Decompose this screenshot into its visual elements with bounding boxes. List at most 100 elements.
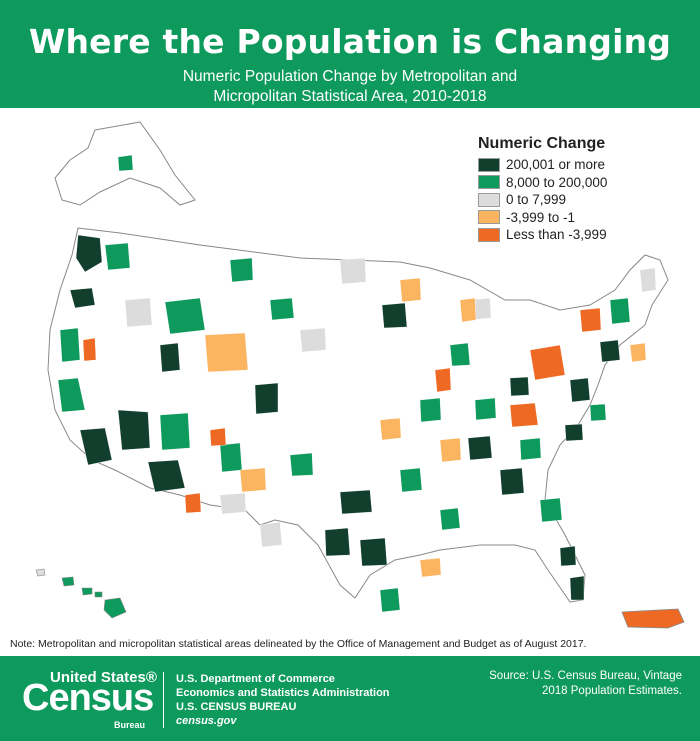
legend-item: 200,001 or more xyxy=(478,156,668,174)
census-logo: United States® Census Bureau xyxy=(22,669,157,731)
area-r7 xyxy=(82,337,97,362)
area-g17 xyxy=(229,257,254,283)
area-g5 xyxy=(159,412,191,451)
page-subtitle: Numeric Population Change by Metropolita… xyxy=(0,67,700,107)
area-new-york xyxy=(599,339,621,363)
legend-label: 0 to 7,999 xyxy=(506,192,567,208)
area-g13 xyxy=(539,497,563,523)
subtitle-line-1: Numeric Population Change by Metropolita… xyxy=(182,68,518,85)
area-g3 xyxy=(57,377,86,413)
source-line-2: 2018 Population Estimates. xyxy=(541,685,682,697)
area-seattle xyxy=(75,234,103,273)
area-g12 xyxy=(519,437,542,461)
legend-item: Less than -3,999 xyxy=(478,226,668,244)
logo-top-text: United States® xyxy=(50,669,157,686)
area-dc xyxy=(569,377,591,403)
area-austin xyxy=(324,527,351,557)
area-g19 xyxy=(117,154,134,172)
department-info: U.S. Department of Commerce Economics an… xyxy=(176,672,390,728)
area-l3 xyxy=(339,257,367,285)
legend-label: 8,000 to 200,000 xyxy=(506,174,608,190)
area-atlanta xyxy=(499,467,525,496)
area-o6 xyxy=(459,297,477,323)
census-gov-link[interactable]: census.gov xyxy=(176,715,237,727)
area-o3 xyxy=(439,437,462,463)
area-miami xyxy=(569,575,585,601)
area-nashville xyxy=(467,435,493,461)
legend-swatch xyxy=(478,227,500,242)
area-g18 xyxy=(379,587,401,613)
area-r1 xyxy=(529,344,566,381)
hawaii-island-4 xyxy=(94,591,103,598)
puerto-rico-shape xyxy=(621,608,685,629)
legend-label: 200,001 or more xyxy=(506,157,606,173)
area-r2 xyxy=(579,307,602,333)
area-o1 xyxy=(204,332,249,373)
page-title: Where the Population is Changing xyxy=(28,22,672,61)
footnote: Note: Metropolitan and micropolitan stat… xyxy=(10,638,587,650)
area-raleigh xyxy=(564,423,584,442)
dept-line-3: U.S. CENSUS BUREAU xyxy=(176,701,297,713)
map-legend: Numeric Change 200,001 or more 8,000 to … xyxy=(478,135,668,244)
area-portland xyxy=(69,287,96,309)
source-line-1: Source: U.S. Census Bureau, Vintage xyxy=(489,670,682,682)
area-dallas xyxy=(339,489,373,515)
area-minneapolis xyxy=(381,302,408,329)
area-g11 xyxy=(474,397,497,421)
subtitle-line-2: Micropolitan Statistical Area, 2010-2018 xyxy=(213,88,487,105)
area-o2 xyxy=(399,277,422,303)
area-g9 xyxy=(419,397,442,423)
hawaii-island-3 xyxy=(81,587,93,596)
area-g2 xyxy=(59,327,81,363)
area-r4 xyxy=(434,367,452,393)
area-r3 xyxy=(509,402,539,428)
hawaii-island-2 xyxy=(61,576,75,587)
area-g15 xyxy=(589,403,607,422)
hawaii-island-1 xyxy=(35,568,46,577)
area-g7 xyxy=(289,452,314,477)
legend-item: -3,999 to -1 xyxy=(478,209,668,227)
area-l7 xyxy=(639,267,657,293)
area-o8 xyxy=(419,557,442,578)
area-o5 xyxy=(239,467,267,493)
area-houston xyxy=(359,537,388,567)
dept-line-1: U.S. Department of Commerce xyxy=(176,673,335,685)
area-l4 xyxy=(259,521,283,548)
area-orlando xyxy=(559,545,577,567)
header-banner: Where the Population is Changing Numeric… xyxy=(0,0,700,108)
area-l2 xyxy=(299,327,327,353)
area-phoenix xyxy=(147,459,186,493)
area-o4 xyxy=(379,417,402,441)
area-los-angeles xyxy=(79,427,113,466)
legend-label: Less than -3,999 xyxy=(506,227,607,243)
area-g6 xyxy=(219,442,243,473)
logo-sub-text: Bureau xyxy=(114,720,146,730)
area-o7 xyxy=(629,342,647,363)
legend-swatch xyxy=(478,210,500,225)
legend-swatch xyxy=(478,157,500,172)
area-g14 xyxy=(609,297,631,325)
area-l1 xyxy=(124,297,153,328)
us-map xyxy=(35,121,685,629)
source-text: Source: U.S. Census Bureau, Vintage 2018… xyxy=(489,669,682,699)
legend-swatch xyxy=(478,192,500,207)
legend-item: 0 to 7,999 xyxy=(478,191,668,209)
area-g20 xyxy=(439,507,461,531)
area-r6 xyxy=(184,492,202,514)
area-salt-lake xyxy=(159,342,181,373)
area-l5 xyxy=(219,492,247,515)
legend-item: 8,000 to 200,000 xyxy=(478,174,668,192)
legend-label: -3,999 to -1 xyxy=(506,209,576,225)
area-g1 xyxy=(104,242,131,271)
statistical-areas xyxy=(57,154,657,613)
logo-main-text: Census xyxy=(22,677,154,719)
area-g10 xyxy=(449,342,471,367)
legend-swatch xyxy=(478,175,500,190)
legend-title: Numeric Change xyxy=(478,135,606,152)
dept-line-2: Economics and Statistics Administration xyxy=(176,687,390,699)
hawaii-island-5 xyxy=(103,597,127,619)
area-g16 xyxy=(269,297,295,321)
area-las-vegas xyxy=(117,409,151,451)
area-g4 xyxy=(164,297,206,335)
footer-banner: United States® Census Bureau U.S. Depart… xyxy=(0,656,700,741)
